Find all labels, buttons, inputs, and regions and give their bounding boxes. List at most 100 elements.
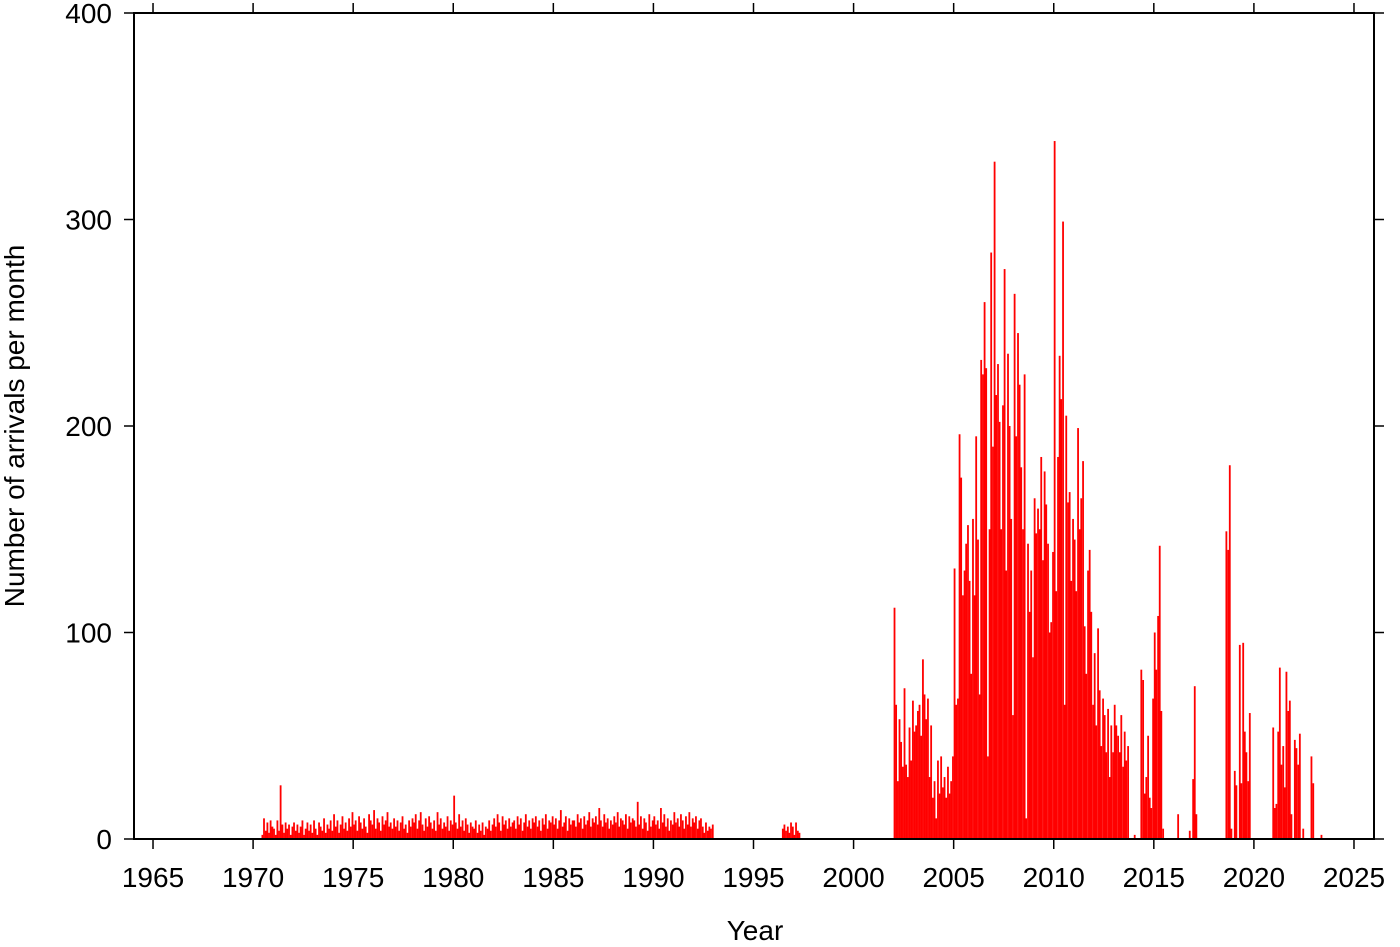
bar [1093,653,1096,839]
x-tick-label: 1965 [122,862,184,893]
bar [983,302,986,840]
bar [478,824,481,839]
bar [953,568,956,839]
bar [1028,611,1031,839]
bar [1100,746,1103,839]
bar [1243,731,1246,839]
bar [638,824,641,839]
bar [798,832,801,839]
bar [628,816,631,839]
bar [708,826,711,839]
bar [289,834,292,839]
bar [611,824,614,839]
bar [648,814,651,839]
bar [683,828,686,839]
bar [299,826,302,839]
bar [650,826,652,839]
bar [645,822,647,839]
bar [1277,731,1280,839]
bar [583,816,586,839]
bar [908,727,911,839]
x-tick-label: 1970 [222,862,284,893]
bar [630,822,632,839]
bar [990,252,993,840]
bar [413,822,416,839]
bar [391,828,394,839]
bar [691,818,694,839]
bar [316,834,319,839]
bar [935,818,938,839]
bar [369,820,372,839]
bar [676,818,679,839]
bar [504,820,507,839]
bar [663,814,666,839]
bar [788,832,791,839]
bar [483,834,486,839]
bar [354,820,357,839]
bar [438,824,441,839]
bar [917,710,919,839]
bar [1107,708,1109,839]
bar [344,822,347,839]
bar [1038,529,1041,839]
bar [633,820,636,839]
bar [933,781,936,839]
bar [406,832,409,839]
bar [1088,549,1091,839]
bar [1115,725,1118,839]
bar [1280,764,1283,839]
bar [598,808,601,839]
bar [785,830,787,839]
bar [564,816,567,839]
bar [1133,834,1136,839]
bar [521,830,524,839]
bar [985,368,988,839]
bar [1113,704,1116,839]
bar [511,822,514,839]
bar [1310,756,1313,839]
bar [1070,580,1073,839]
bar [673,812,676,839]
bar [660,808,662,839]
bar [534,816,537,839]
bar [680,814,682,839]
bar [980,359,983,839]
bar [1192,779,1195,839]
bar [678,826,681,839]
bar [428,816,431,839]
bar [508,818,511,839]
bar [793,834,796,839]
bar [1320,834,1323,839]
bar [905,764,908,839]
bar [439,818,442,839]
bar [1023,374,1026,839]
bar [1027,543,1029,839]
x-tick-label: 1990 [622,862,684,893]
bar [1110,725,1113,839]
bar [706,830,709,839]
bar [356,830,359,839]
bar [579,818,582,839]
bar [1162,828,1165,839]
bar [519,818,522,839]
bar [1120,715,1123,839]
bar [970,673,973,839]
bar [1283,787,1286,839]
bar [690,826,692,839]
bar [456,828,459,839]
bar [1098,690,1101,839]
bar [479,830,482,839]
bar [473,828,476,839]
bar [912,700,914,839]
bar [381,816,384,839]
bar [484,826,487,839]
bar [411,818,414,839]
bar [581,828,584,839]
bar [474,820,477,839]
bar [531,818,534,839]
bar [1142,679,1145,839]
bar [586,820,589,839]
bar [1152,698,1155,839]
bar [323,818,325,839]
